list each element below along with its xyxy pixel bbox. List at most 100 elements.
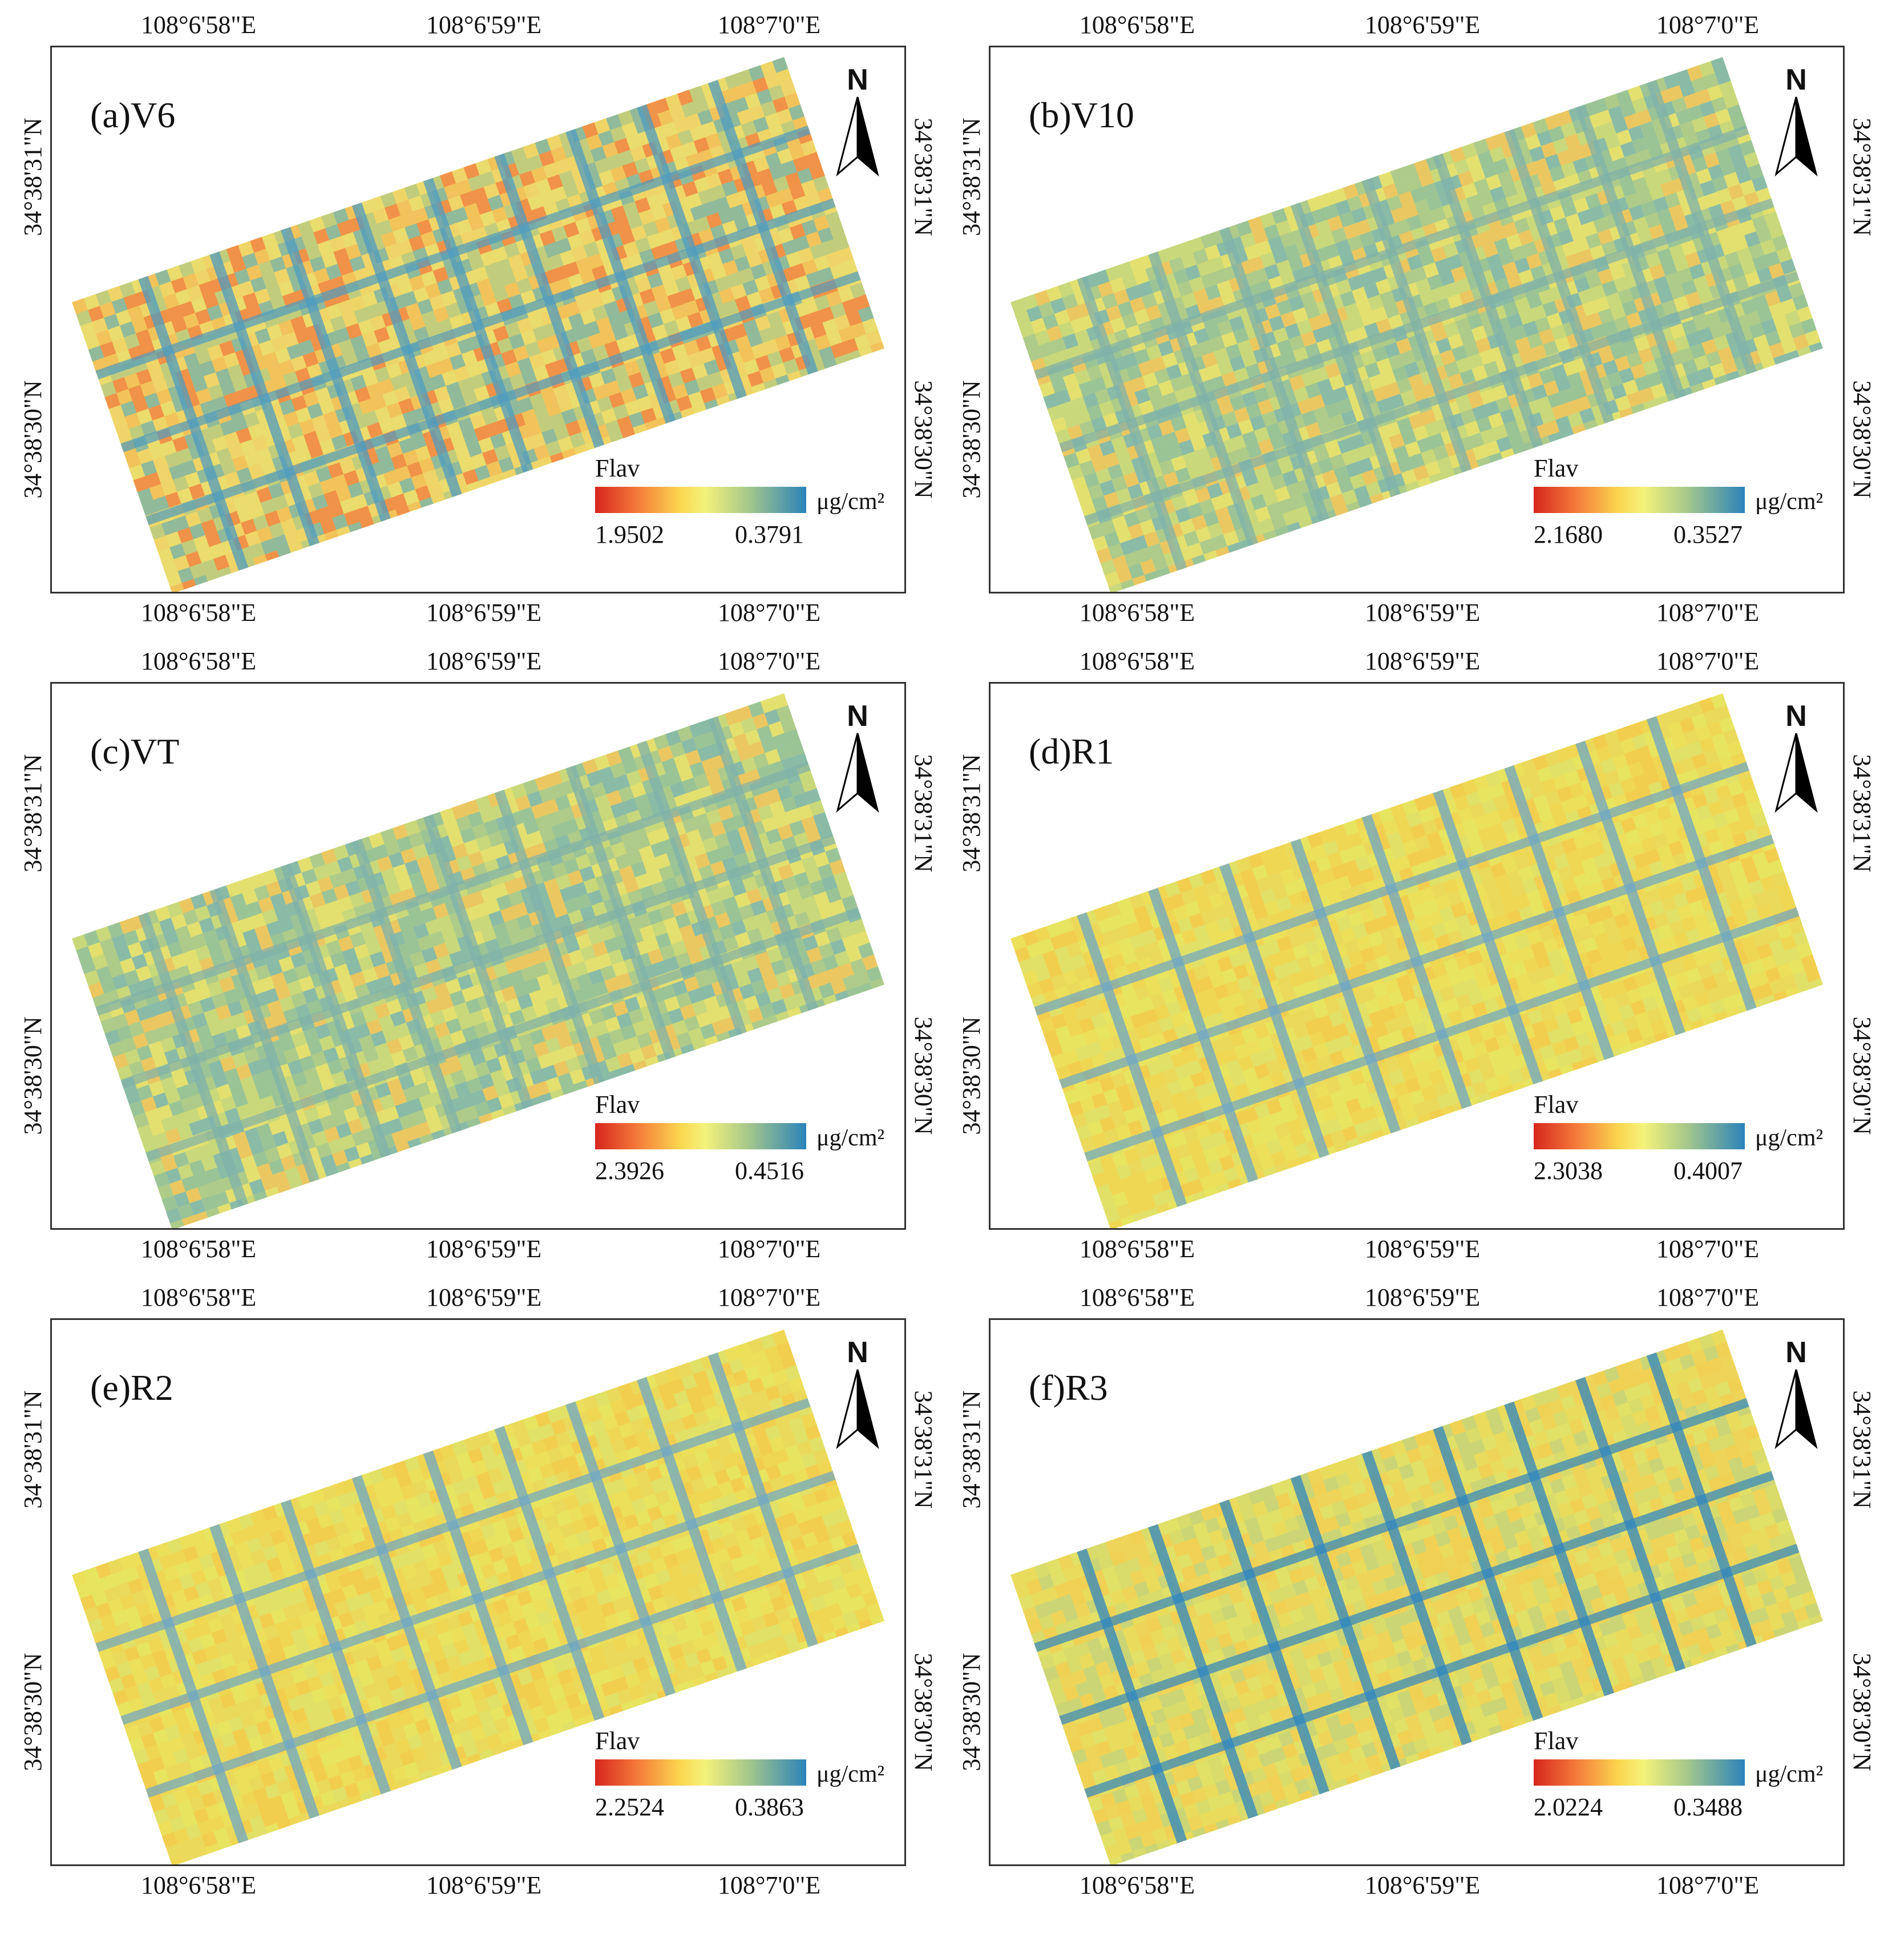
map-panel: (d)R1 N Flav μg/cm² 2.3038 0.4007 108°6'58"E 10…: [989, 682, 1904, 1310]
latitude-tick-right: 34°38'30"N: [1849, 1653, 1874, 1771]
legend-unit: μg/cm²: [1755, 1124, 1823, 1152]
longitude-tick-top: 108°6'58"E: [141, 649, 256, 674]
north-label: N: [1765, 699, 1828, 733]
legend-min-value: 0.3527: [1673, 520, 1743, 549]
latitude-tick-left: 34°38'30"N: [959, 1016, 984, 1135]
longitude-tick-bottom: 108°6'59"E: [1365, 1237, 1480, 1262]
legend-colorbar: [595, 487, 806, 513]
latitude-tick-left: 34°38'31"N: [21, 1390, 46, 1508]
longitude-tick-top: 108°7'0"E: [1656, 1285, 1759, 1310]
longitude-tick-bottom: 108°6'58"E: [141, 600, 256, 625]
latitude-tick-left: 34°38'31"N: [21, 754, 46, 872]
longitude-tick-top: 108°6'58"E: [141, 13, 256, 38]
longitude-tick-bottom: 108°7'0"E: [718, 1237, 820, 1262]
latitude-tick-right: 34°38'30"N: [911, 1653, 936, 1771]
latitude-tick-left: 34°38'30"N: [21, 380, 46, 498]
color-legend: Flav μg/cm² 2.3038 0.4007: [1534, 1090, 1853, 1187]
legend-colorbar: [595, 1123, 806, 1149]
latitude-tick-left: 34°38'31"N: [959, 1390, 984, 1508]
longitude-tick-bottom: 108°7'0"E: [1656, 600, 1759, 625]
north-label: N: [1765, 1335, 1828, 1370]
longitude-tick-bottom: 108°6'59"E: [426, 600, 541, 625]
panel-label: (e)R2: [90, 1370, 173, 1406]
latitude-tick-left: 34°38'30"N: [21, 1016, 46, 1135]
latitude-tick-right: 34°38'30"N: [1849, 380, 1874, 498]
north-label: N: [826, 1335, 889, 1370]
legend-title: Flav: [595, 1726, 640, 1755]
longitude-tick-top: 108°7'0"E: [718, 13, 820, 38]
latitude-tick-left: 34°38'31"N: [21, 118, 46, 236]
longitude-tick-bottom: 108°6'58"E: [1080, 1873, 1195, 1898]
legend-min-value: 0.4007: [1673, 1156, 1743, 1185]
latitude-tick-right: 34°38'30"N: [1849, 1016, 1874, 1135]
latitude-tick-right: 34°38'31"N: [911, 1390, 936, 1508]
longitude-tick-top: 108°6'58"E: [141, 1285, 256, 1310]
panel-label: (f)R3: [1029, 1370, 1108, 1406]
legend-max-value: 2.2524: [595, 1792, 664, 1822]
legend-title: Flav: [1534, 1090, 1578, 1119]
legend-colorbar: [1534, 1759, 1745, 1786]
latitude-tick-left: 34°38'31"N: [959, 754, 984, 872]
longitude-tick-top: 108°6'59"E: [1365, 13, 1480, 38]
longitude-tick-bottom: 108°6'59"E: [1365, 600, 1480, 625]
north-label: N: [826, 699, 889, 733]
legend-unit: μg/cm²: [1755, 488, 1823, 515]
longitude-tick-top: 108°6'59"E: [1365, 1285, 1480, 1310]
legend-max-value: 2.1680: [1534, 520, 1603, 549]
legend-title: Flav: [595, 454, 640, 483]
longitude-tick-bottom: 108°7'0"E: [1656, 1237, 1759, 1262]
panel-label: (d)R1: [1029, 733, 1114, 770]
latitude-tick-left: 34°38'31"N: [959, 118, 984, 236]
north-label: N: [826, 63, 889, 97]
north-arrow-icon: N: [826, 63, 889, 177]
longitude-tick-top: 108°6'59"E: [426, 13, 541, 38]
north-arrow-icon: N: [1765, 699, 1828, 813]
legend-colorbar: [595, 1759, 806, 1786]
legend-unit: μg/cm²: [816, 1124, 884, 1152]
legend-min-value: 0.3488: [1673, 1792, 1743, 1822]
legend-max-value: 2.3038: [1534, 1156, 1603, 1185]
color-legend: Flav μg/cm² 2.2524 0.3863: [595, 1726, 915, 1823]
latitude-tick-right: 34°38'30"N: [911, 1016, 936, 1135]
longitude-tick-bottom: 108°7'0"E: [1656, 1873, 1759, 1898]
longitude-tick-bottom: 108°6'58"E: [141, 1873, 256, 1898]
legend-title: Flav: [1534, 1726, 1578, 1755]
panel-label: (c)VT: [90, 733, 179, 770]
longitude-tick-bottom: 108°6'58"E: [1080, 600, 1195, 625]
latitude-tick-left: 34°38'30"N: [959, 380, 984, 498]
legend-colorbar: [1534, 487, 1745, 513]
longitude-tick-top: 108°6'59"E: [1365, 649, 1480, 674]
panel-label: (a)V6: [90, 97, 175, 134]
longitude-tick-top: 108°6'58"E: [1080, 649, 1195, 674]
legend-min-value: 0.4516: [735, 1156, 804, 1185]
longitude-tick-top: 108°7'0"E: [1656, 649, 1759, 674]
longitude-tick-top: 108°6'59"E: [426, 649, 541, 674]
longitude-tick-bottom: 108°6'58"E: [1080, 1237, 1195, 1262]
longitude-tick-bottom: 108°6'59"E: [1365, 1873, 1480, 1898]
longitude-tick-bottom: 108°7'0"E: [718, 600, 820, 625]
longitude-tick-top: 108°6'58"E: [1080, 13, 1195, 38]
north-arrow-icon: N: [1765, 1335, 1828, 1450]
legend-colorbar: [1534, 1123, 1745, 1149]
latitude-tick-right: 34°38'31"N: [911, 118, 936, 236]
latitude-tick-right: 34°38'31"N: [1849, 754, 1874, 872]
longitude-tick-top: 108°7'0"E: [718, 649, 820, 674]
longitude-tick-top: 108°7'0"E: [1656, 13, 1759, 38]
longitude-tick-top: 108°6'59"E: [426, 1285, 541, 1310]
latitude-tick-left: 34°38'30"N: [21, 1653, 46, 1771]
north-arrow-icon: N: [826, 699, 889, 813]
longitude-tick-bottom: 108°6'59"E: [426, 1237, 541, 1262]
legend-unit: μg/cm²: [816, 1761, 884, 1788]
latitude-tick-right: 34°38'30"N: [911, 380, 936, 498]
legend-max-value: 2.0224: [1534, 1792, 1603, 1822]
legend-min-value: 0.3863: [735, 1792, 804, 1822]
north-label: N: [1765, 63, 1828, 97]
